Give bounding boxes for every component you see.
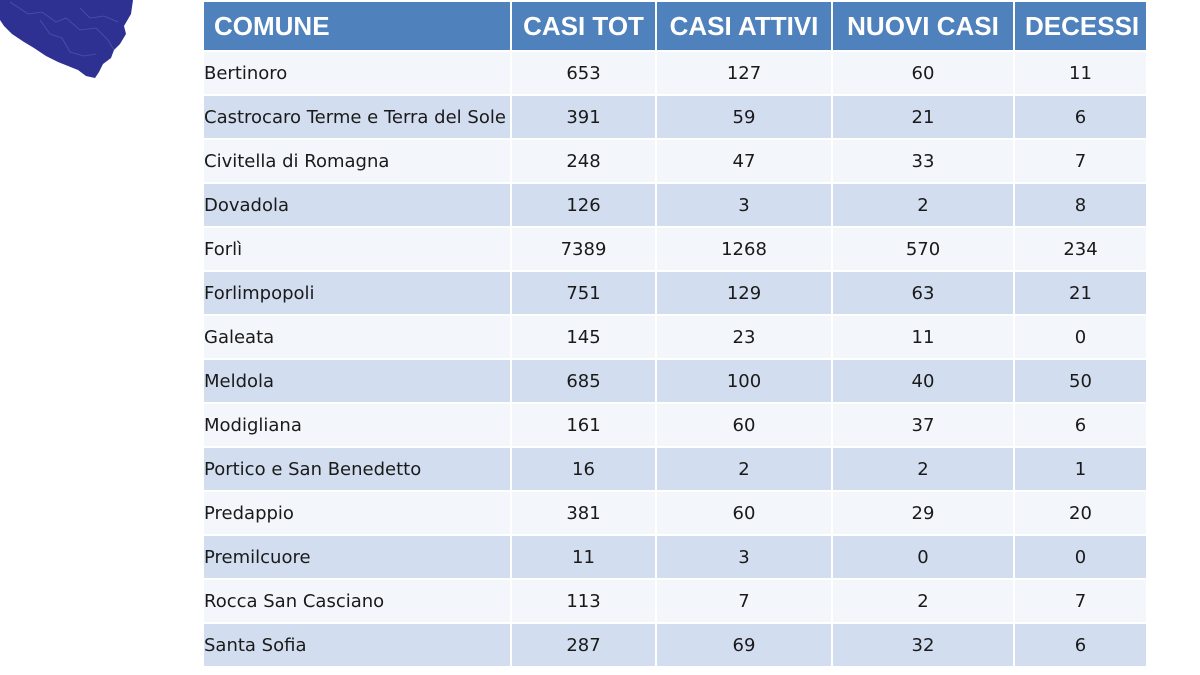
cell-casi-tot: 287 — [512, 624, 655, 666]
cell-comune: Santa Sofia — [204, 624, 510, 666]
cell-nuovi-casi: 63 — [833, 272, 1013, 314]
cell-comune: Predappio — [204, 492, 510, 534]
cell-comune: Dovadola — [204, 184, 510, 226]
cell-decessi: 0 — [1015, 536, 1146, 578]
cell-decessi: 1 — [1015, 448, 1146, 490]
cell-nuovi-casi: 2 — [833, 580, 1013, 622]
cell-nuovi-casi: 37 — [833, 404, 1013, 446]
cell-nuovi-casi: 2 — [833, 448, 1013, 490]
cell-comune: Modigliana — [204, 404, 510, 446]
cases-table: COMUNE CASI TOT CASI ATTIVI NUOVI CASI D… — [202, 0, 1148, 668]
cell-comune: Forlì — [204, 228, 510, 270]
cell-nuovi-casi: 2 — [833, 184, 1013, 226]
cell-comune: Galeata — [204, 316, 510, 358]
cell-casi-attivi: 3 — [657, 536, 831, 578]
cell-decessi: 6 — [1015, 404, 1146, 446]
cell-decessi: 50 — [1015, 360, 1146, 402]
table-row: Premilcuore 11 3 0 0 — [204, 536, 1146, 578]
cell-comune: Portico e San Benedetto — [204, 448, 510, 490]
cell-casi-attivi: 60 — [657, 492, 831, 534]
cell-casi-tot: 145 — [512, 316, 655, 358]
table-row: Modigliana 161 60 37 6 — [204, 404, 1146, 446]
cell-comune: Meldola — [204, 360, 510, 402]
cell-casi-attivi: 129 — [657, 272, 831, 314]
table-header-row: COMUNE CASI TOT CASI ATTIVI NUOVI CASI D… — [204, 2, 1146, 50]
header-comune: COMUNE — [204, 2, 510, 50]
cell-nuovi-casi: 33 — [833, 140, 1013, 182]
cell-casi-attivi: 2 — [657, 448, 831, 490]
table-row: Portico e San Benedetto 16 2 2 1 — [204, 448, 1146, 490]
cell-casi-tot: 161 — [512, 404, 655, 446]
cell-comune: Bertinoro — [204, 52, 510, 94]
cell-decessi: 7 — [1015, 140, 1146, 182]
cell-nuovi-casi: 0 — [833, 536, 1013, 578]
cell-casi-tot: 7389 — [512, 228, 655, 270]
cell-comune: Premilcuore — [204, 536, 510, 578]
header-decessi: DECESSI — [1015, 2, 1146, 50]
table-row: Rocca San Casciano 113 7 2 7 — [204, 580, 1146, 622]
cell-decessi: 6 — [1015, 624, 1146, 666]
cell-comune: Forlimpopoli — [204, 272, 510, 314]
table-row: Santa Sofia 287 69 32 6 — [204, 624, 1146, 666]
cell-comune: Civitella di Romagna — [204, 140, 510, 182]
cell-nuovi-casi: 29 — [833, 492, 1013, 534]
table-row: Predappio 381 60 29 20 — [204, 492, 1146, 534]
cell-casi-attivi: 3 — [657, 184, 831, 226]
cell-casi-tot: 248 — [512, 140, 655, 182]
cell-decessi: 8 — [1015, 184, 1146, 226]
cell-casi-tot: 16 — [512, 448, 655, 490]
cell-nuovi-casi: 32 — [833, 624, 1013, 666]
header-casi-tot: CASI TOT — [512, 2, 655, 50]
cell-casi-tot: 653 — [512, 52, 655, 94]
cell-decessi: 11 — [1015, 52, 1146, 94]
cell-nuovi-casi: 60 — [833, 52, 1013, 94]
cell-decessi: 21 — [1015, 272, 1146, 314]
region-map-icon — [0, 0, 133, 78]
cell-casi-tot: 751 — [512, 272, 655, 314]
cell-casi-attivi: 59 — [657, 96, 831, 138]
cell-decessi: 20 — [1015, 492, 1146, 534]
table-row: Forlimpopoli 751 129 63 21 — [204, 272, 1146, 314]
table-row: Galeata 145 23 11 0 — [204, 316, 1146, 358]
cell-casi-attivi: 60 — [657, 404, 831, 446]
cell-comune: Rocca San Casciano — [204, 580, 510, 622]
table-row: Civitella di Romagna 248 47 33 7 — [204, 140, 1146, 182]
cell-casi-attivi: 7 — [657, 580, 831, 622]
table-row: Forlì 7389 1268 570 234 — [204, 228, 1146, 270]
table-row: Castrocaro Terme e Terra del Sole 391 59 21… — [204, 96, 1146, 138]
table-row: Bertinoro 653 127 60 11 — [204, 52, 1146, 94]
cell-casi-attivi: 23 — [657, 316, 831, 358]
table-row: Dovadola 126 3 2 8 — [204, 184, 1146, 226]
cell-casi-attivi: 47 — [657, 140, 831, 182]
cell-casi-tot: 11 — [512, 536, 655, 578]
cell-nuovi-casi: 40 — [833, 360, 1013, 402]
cell-casi-tot: 685 — [512, 360, 655, 402]
header-casi-attivi: CASI ATTIVI — [657, 2, 831, 50]
cell-nuovi-casi: 570 — [833, 228, 1013, 270]
cell-casi-tot: 126 — [512, 184, 655, 226]
cell-casi-tot: 113 — [512, 580, 655, 622]
cell-casi-attivi: 100 — [657, 360, 831, 402]
cell-casi-tot: 391 — [512, 96, 655, 138]
cell-comune: Castrocaro Terme e Terra del Sole — [204, 96, 510, 138]
cell-decessi: 234 — [1015, 228, 1146, 270]
cell-casi-attivi: 69 — [657, 624, 831, 666]
cell-casi-attivi: 1268 — [657, 228, 831, 270]
cell-decessi: 7 — [1015, 580, 1146, 622]
cell-decessi: 6 — [1015, 96, 1146, 138]
cell-nuovi-casi: 21 — [833, 96, 1013, 138]
cell-nuovi-casi: 11 — [833, 316, 1013, 358]
cell-casi-tot: 381 — [512, 492, 655, 534]
header-nuovi-casi: NUOVI CASI — [833, 2, 1013, 50]
table-row: Meldola 685 100 40 50 — [204, 360, 1146, 402]
cell-decessi: 0 — [1015, 316, 1146, 358]
cell-casi-attivi: 127 — [657, 52, 831, 94]
